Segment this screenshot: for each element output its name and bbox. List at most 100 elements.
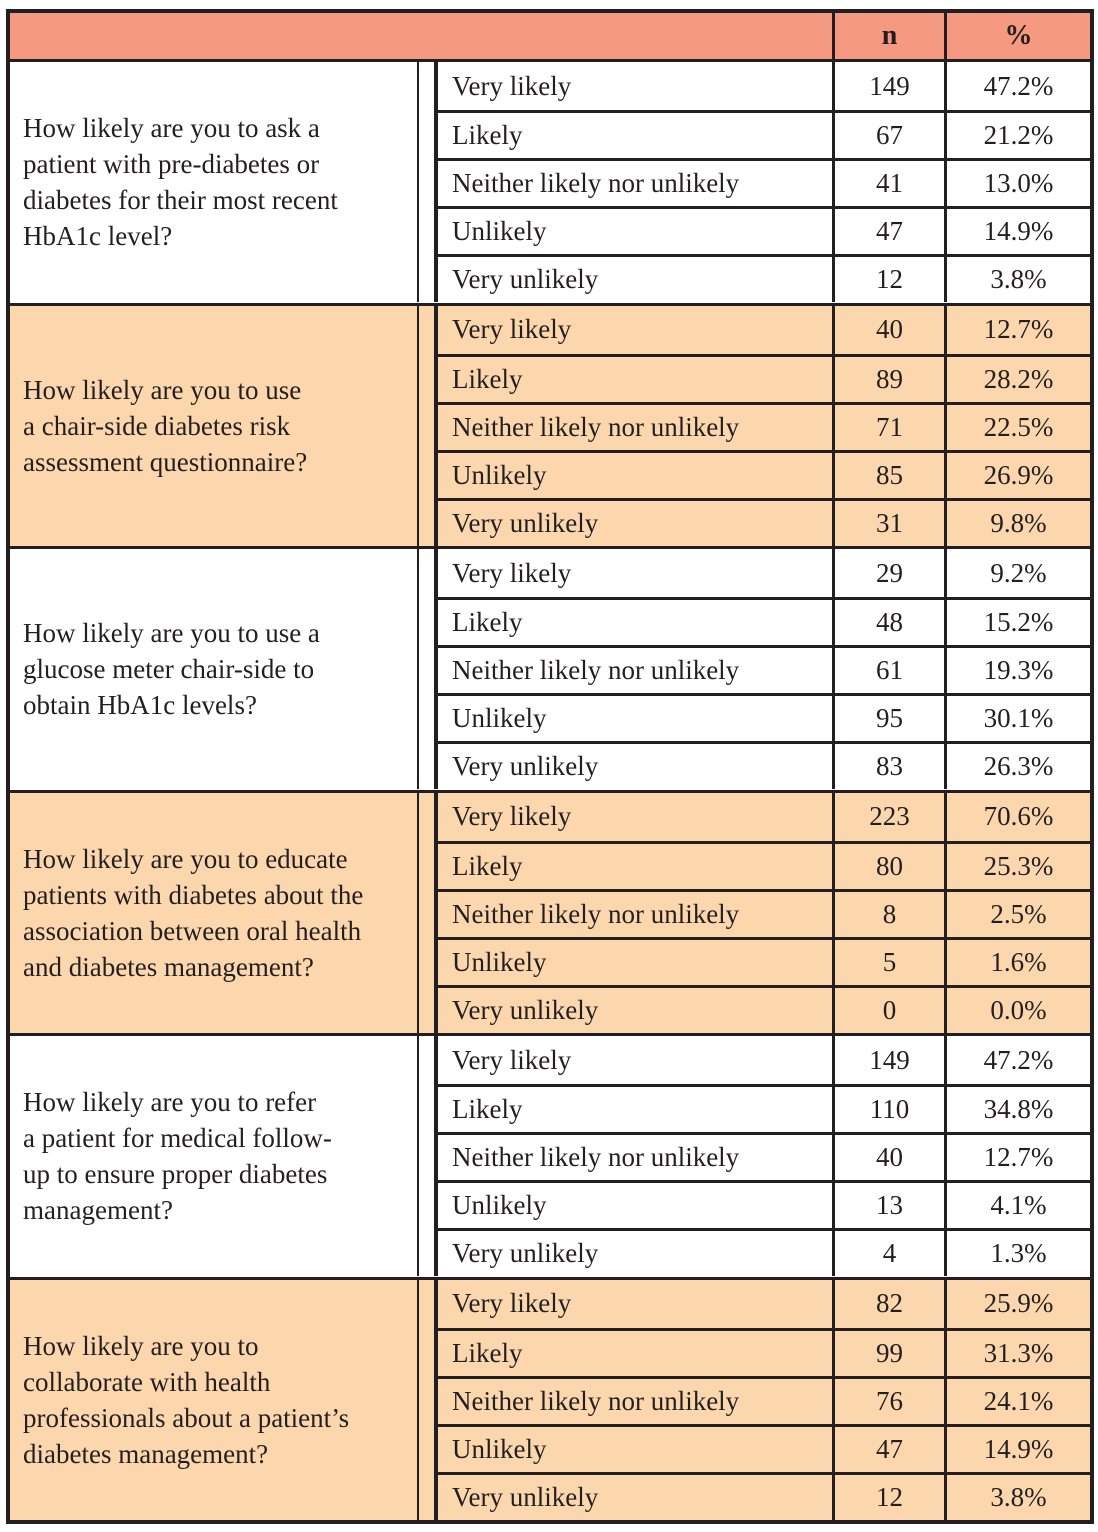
response-label: Likely — [434, 110, 832, 159]
percent-value: 26.3% — [944, 741, 1090, 790]
response-label: Unlikely — [434, 449, 832, 498]
percent-value: 25.9% — [944, 1279, 1090, 1328]
response-label: Unlikely — [434, 693, 832, 742]
percent-value: 2.5% — [944, 888, 1090, 937]
table-body: How likely are you to ask a patient with… — [10, 59, 1090, 1520]
count-value: 41 — [832, 158, 944, 207]
count-value: 31 — [832, 497, 944, 546]
percent-value: 28.2% — [944, 353, 1090, 402]
question-text: How likely are you to refer a patient fo… — [10, 1036, 419, 1277]
percent-value: 34.8% — [944, 1084, 1090, 1133]
response-label: Likely — [434, 353, 832, 402]
percent-value: 22.5% — [944, 401, 1090, 450]
response-label: Likely — [434, 840, 832, 889]
percent-value: 1.6% — [944, 936, 1090, 985]
count-value: 40 — [832, 305, 944, 354]
percent-value: 4.1% — [944, 1180, 1090, 1229]
percent-value: 31.3% — [944, 1327, 1090, 1376]
response-label: Very unlikely — [434, 741, 832, 790]
count-value: 12 — [832, 1471, 944, 1520]
response-label: Very likely — [434, 792, 832, 841]
count-value: 61 — [832, 645, 944, 694]
count-value: 48 — [832, 597, 944, 646]
percent-value: 26.9% — [944, 449, 1090, 498]
count-value: 110 — [832, 1084, 944, 1133]
response-label: Likely — [434, 1327, 832, 1376]
question-section: How likely are you to use a glucose mete… — [10, 546, 1090, 790]
percent-value: 0.0% — [944, 984, 1090, 1033]
question-section: How likely are you to refer a patient fo… — [10, 1033, 1090, 1277]
header-percent: % — [944, 13, 1090, 59]
response-label: Very likely — [434, 305, 832, 354]
response-label: Very unlikely — [434, 1228, 832, 1277]
response-label: Unlikely — [434, 936, 832, 985]
count-value: 67 — [832, 110, 944, 159]
count-value: 89 — [832, 353, 944, 402]
response-label: Very likely — [434, 1279, 832, 1328]
response-label: Very unlikely — [434, 984, 832, 1033]
header-empty-cell — [10, 13, 832, 59]
question-text: How likely are you to collaborate with h… — [10, 1279, 419, 1520]
question-text: How likely are you to ask a patient with… — [10, 62, 419, 303]
percent-value: 47.2% — [944, 1036, 1090, 1085]
count-value: 4 — [832, 1228, 944, 1277]
percent-value: 1.3% — [944, 1228, 1090, 1277]
percent-value: 3.8% — [944, 254, 1090, 303]
response-label: Likely — [434, 597, 832, 646]
response-label: Likely — [434, 1084, 832, 1133]
percent-value: 30.1% — [944, 693, 1090, 742]
count-value: 13 — [832, 1180, 944, 1229]
response-label: Neither likely nor unlikely — [434, 158, 832, 207]
response-label: Very likely — [434, 62, 832, 111]
percent-value: 13.0% — [944, 158, 1090, 207]
percent-value: 24.1% — [944, 1375, 1090, 1424]
count-value: 99 — [832, 1327, 944, 1376]
percent-value: 47.2% — [944, 62, 1090, 111]
percent-value: 12.7% — [944, 1132, 1090, 1181]
response-label: Unlikely — [434, 1423, 832, 1472]
count-value: 47 — [832, 206, 944, 255]
question-section: How likely are you to collaborate with h… — [10, 1276, 1090, 1520]
count-value: 95 — [832, 693, 944, 742]
question-section: How likely are you to use a chair-side d… — [10, 302, 1090, 546]
count-value: 47 — [832, 1423, 944, 1472]
response-label: Very unlikely — [434, 1471, 832, 1520]
response-label: Very unlikely — [434, 497, 832, 546]
response-label: Neither likely nor unlikely — [434, 888, 832, 937]
header-n: n — [832, 13, 944, 59]
likelihood-survey-table: n % How likely are you to ask a patient … — [6, 9, 1094, 1524]
response-label: Neither likely nor unlikely — [434, 1375, 832, 1424]
count-value: 71 — [832, 401, 944, 450]
response-label: Neither likely nor unlikely — [434, 645, 832, 694]
count-value: 8 — [832, 888, 944, 937]
count-value: 149 — [832, 1036, 944, 1085]
count-value: 40 — [832, 1132, 944, 1181]
percent-value: 3.8% — [944, 1471, 1090, 1520]
question-section: How likely are you to educate patients w… — [10, 789, 1090, 1033]
percent-value: 21.2% — [944, 110, 1090, 159]
percent-value: 9.2% — [944, 549, 1090, 598]
question-text: How likely are you to educate patients w… — [10, 792, 419, 1033]
count-value: 149 — [832, 62, 944, 111]
count-value: 29 — [832, 549, 944, 598]
count-value: 12 — [832, 254, 944, 303]
question-text: How likely are you to use a chair-side d… — [10, 305, 419, 546]
question-section: How likely are you to ask a patient with… — [10, 59, 1090, 303]
count-value: 76 — [832, 1375, 944, 1424]
percent-value: 14.9% — [944, 1423, 1090, 1472]
count-value: 5 — [832, 936, 944, 985]
count-value: 82 — [832, 1279, 944, 1328]
count-value: 223 — [832, 792, 944, 841]
count-value: 80 — [832, 840, 944, 889]
percent-value: 9.8% — [944, 497, 1090, 546]
response-label: Very likely — [434, 549, 832, 598]
response-label: Neither likely nor unlikely — [434, 1132, 832, 1181]
count-value: 0 — [832, 984, 944, 1033]
percent-value: 15.2% — [944, 597, 1090, 646]
percent-value: 25.3% — [944, 840, 1090, 889]
response-label: Very unlikely — [434, 254, 832, 303]
response-label: Unlikely — [434, 1180, 832, 1229]
percent-value: 14.9% — [944, 206, 1090, 255]
response-label: Neither likely nor unlikely — [434, 401, 832, 450]
